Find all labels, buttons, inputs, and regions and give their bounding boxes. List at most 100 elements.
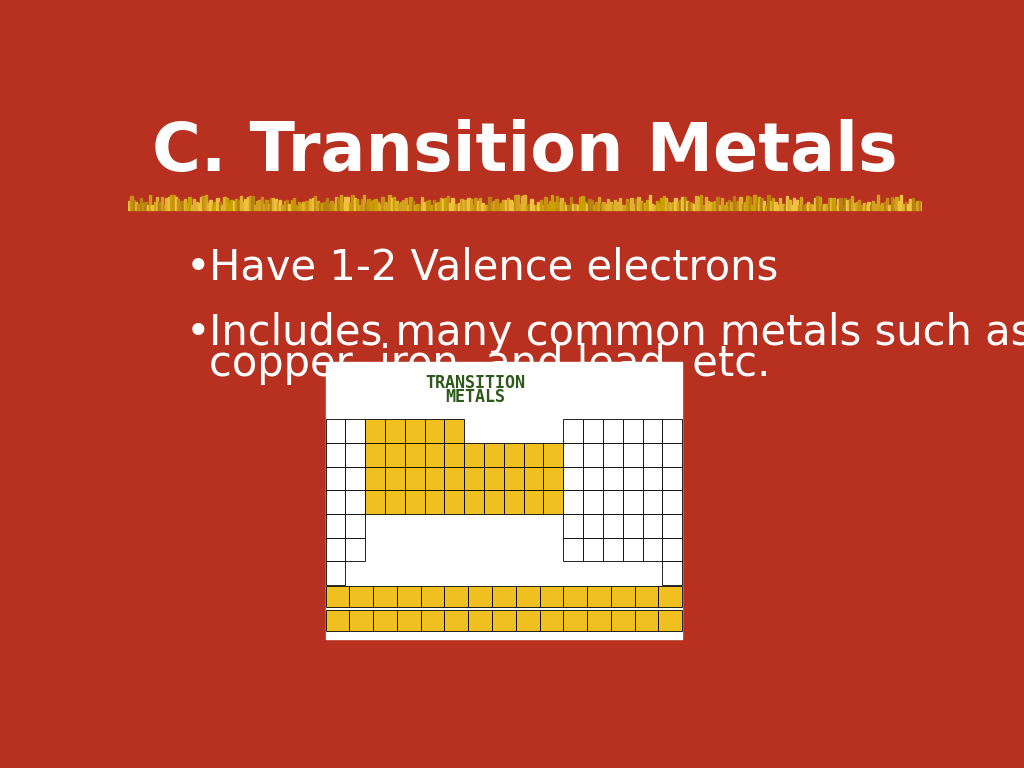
Bar	[603, 490, 623, 514]
Bar	[544, 490, 563, 514]
Bar	[532, 205, 535, 210]
Bar	[200, 197, 203, 210]
Bar	[635, 610, 658, 631]
Bar	[425, 467, 444, 490]
Bar	[481, 203, 483, 210]
Bar	[503, 200, 505, 210]
Bar	[637, 197, 640, 210]
Bar	[444, 419, 464, 443]
Bar	[886, 197, 888, 210]
Bar	[307, 200, 309, 210]
Bar	[540, 610, 563, 631]
Bar	[142, 203, 144, 210]
Text: Have 1-2 Valence electrons: Have 1-2 Valence electrons	[209, 247, 778, 289]
Text: C. Transition Metals: C. Transition Metals	[152, 119, 898, 185]
Bar	[328, 203, 331, 210]
Bar	[793, 197, 796, 210]
Bar	[583, 538, 603, 561]
Bar	[623, 467, 642, 490]
Bar	[340, 195, 342, 210]
Bar	[214, 201, 216, 210]
Bar	[584, 202, 586, 210]
Bar	[391, 198, 393, 210]
Bar	[444, 467, 464, 490]
Bar	[640, 200, 642, 210]
Bar	[651, 204, 653, 210]
Bar	[781, 204, 783, 210]
Bar	[404, 490, 425, 514]
Bar	[216, 198, 219, 210]
Bar	[756, 203, 758, 210]
Bar	[565, 205, 567, 210]
Bar	[152, 204, 154, 210]
Bar	[479, 198, 481, 210]
Bar	[318, 203, 321, 210]
Bar	[549, 200, 551, 210]
Bar	[644, 203, 646, 210]
Bar	[366, 490, 385, 514]
Bar	[205, 195, 207, 210]
Bar	[368, 199, 370, 210]
Bar	[464, 490, 484, 514]
Bar	[814, 197, 816, 210]
Bar	[730, 202, 732, 210]
Bar	[754, 195, 756, 210]
Bar	[665, 198, 668, 210]
Bar	[249, 196, 251, 210]
Bar	[345, 467, 366, 490]
Bar	[646, 200, 649, 210]
Bar	[563, 610, 587, 631]
Bar	[458, 203, 461, 210]
Bar	[223, 197, 225, 210]
Bar	[663, 490, 682, 514]
Bar	[809, 204, 812, 210]
Bar	[209, 200, 212, 210]
Bar	[139, 197, 142, 210]
Bar	[874, 204, 877, 210]
Bar	[635, 199, 637, 210]
Bar	[853, 203, 856, 210]
Bar	[579, 197, 582, 210]
Bar	[286, 200, 289, 210]
Bar	[884, 201, 886, 210]
Bar	[444, 586, 468, 607]
Bar	[375, 199, 377, 210]
Bar	[326, 586, 349, 607]
Bar	[603, 443, 623, 467]
Bar	[373, 586, 397, 607]
Bar	[349, 610, 373, 631]
Bar	[373, 610, 397, 631]
Bar	[712, 202, 714, 210]
Bar	[228, 203, 230, 210]
Bar	[263, 204, 265, 210]
Bar	[611, 586, 635, 607]
Bar	[212, 204, 214, 210]
Bar	[523, 490, 544, 514]
Bar	[417, 204, 419, 210]
Bar	[833, 198, 835, 210]
Bar	[786, 196, 788, 210]
Bar	[258, 200, 260, 210]
Bar	[583, 419, 603, 443]
Bar	[326, 538, 345, 561]
Bar	[744, 201, 746, 210]
Bar	[492, 586, 516, 607]
Bar	[324, 202, 326, 210]
Bar	[688, 201, 690, 210]
Bar	[763, 200, 765, 210]
Bar	[719, 205, 721, 210]
Bar	[663, 538, 682, 561]
Bar	[468, 610, 492, 631]
Bar	[567, 205, 569, 210]
Bar	[404, 197, 407, 210]
Bar	[707, 200, 710, 210]
Bar	[589, 199, 591, 210]
Bar	[805, 204, 807, 210]
Bar	[395, 200, 397, 210]
Bar	[370, 200, 372, 210]
Bar	[435, 203, 437, 210]
Bar	[156, 197, 159, 210]
Bar	[425, 419, 444, 443]
Bar	[345, 419, 366, 443]
Bar	[633, 204, 635, 210]
